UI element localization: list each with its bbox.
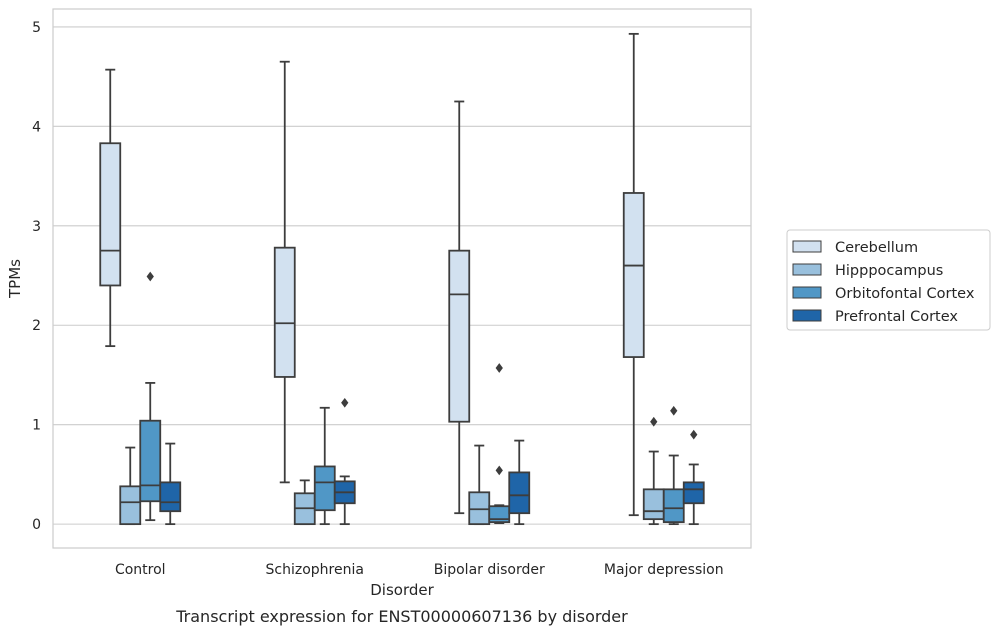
box-group (333, 397, 356, 526)
box (622, 192, 645, 358)
outlier-point (146, 271, 154, 282)
box (508, 471, 531, 515)
box-marks (99, 32, 705, 526)
box-group (682, 429, 705, 526)
outlier-point (495, 465, 503, 476)
legend-label: Hipppocampus (835, 263, 943, 279)
gridlines (53, 26, 751, 525)
y-axis-title: TPMs (6, 259, 24, 299)
legend-swatch (792, 240, 822, 253)
box (119, 485, 142, 526)
legend-label: Cerebellum (835, 240, 918, 256)
box-group (448, 100, 471, 515)
outlier-point (670, 405, 678, 416)
box-group (293, 479, 316, 526)
box (488, 505, 511, 524)
box-group (662, 405, 685, 526)
legend-label: Prefrontal Cortex (835, 309, 958, 325)
y-tick-label: 1 (32, 418, 41, 434)
box-group (273, 60, 296, 484)
box (468, 491, 491, 526)
box-group (468, 444, 491, 526)
box-group (488, 363, 511, 525)
outlier-point (690, 429, 698, 440)
y-tick-label: 2 (32, 318, 41, 334)
legend-swatch (792, 263, 822, 276)
box (662, 488, 685, 524)
box-group (622, 32, 645, 517)
x-tick-label: Control (115, 562, 166, 578)
box-group (139, 271, 162, 522)
box (682, 481, 705, 505)
box (273, 246, 296, 378)
y-tick-label: 4 (32, 119, 41, 135)
box-group (508, 439, 531, 526)
y-tick-label: 3 (32, 219, 41, 235)
x-tick-label: Major depression (604, 562, 724, 578)
y-tick-labels: 0 1 2 3 4 5 (32, 20, 41, 533)
outlier-point (341, 397, 349, 408)
y-tick-label: 5 (32, 20, 41, 36)
chart-title: Transcript expression for ENST0000060713… (175, 607, 628, 626)
box-group (99, 68, 122, 348)
plot-area-frame (52, 8, 752, 549)
box (448, 249, 471, 423)
box (159, 481, 182, 513)
x-axis-title: Disorder (370, 581, 434, 599)
legend-label: Orbitofontal Cortex (835, 286, 975, 302)
x-tick-label: Bipolar disorder (434, 562, 545, 578)
box-group (159, 442, 182, 526)
box-group (642, 416, 665, 526)
outlier-point (650, 416, 658, 427)
legend: Cerebellum Hipppocampus Orbitofontal Corte… (786, 229, 991, 331)
legend-swatch (792, 309, 822, 322)
legend-swatch (792, 286, 822, 299)
x-tick-label: Schizophrenia (266, 562, 364, 578)
legend-frame (786, 229, 991, 331)
box (642, 488, 665, 521)
y-tick-label: 0 (32, 517, 41, 533)
box (99, 142, 122, 287)
outlier-point (495, 363, 503, 373)
box-group (119, 446, 142, 526)
box (313, 465, 336, 512)
x-tick-labels: Control Schizophrenia Bipolar disorder Majo… (115, 562, 724, 578)
box (139, 419, 162, 503)
box-group (313, 406, 336, 526)
